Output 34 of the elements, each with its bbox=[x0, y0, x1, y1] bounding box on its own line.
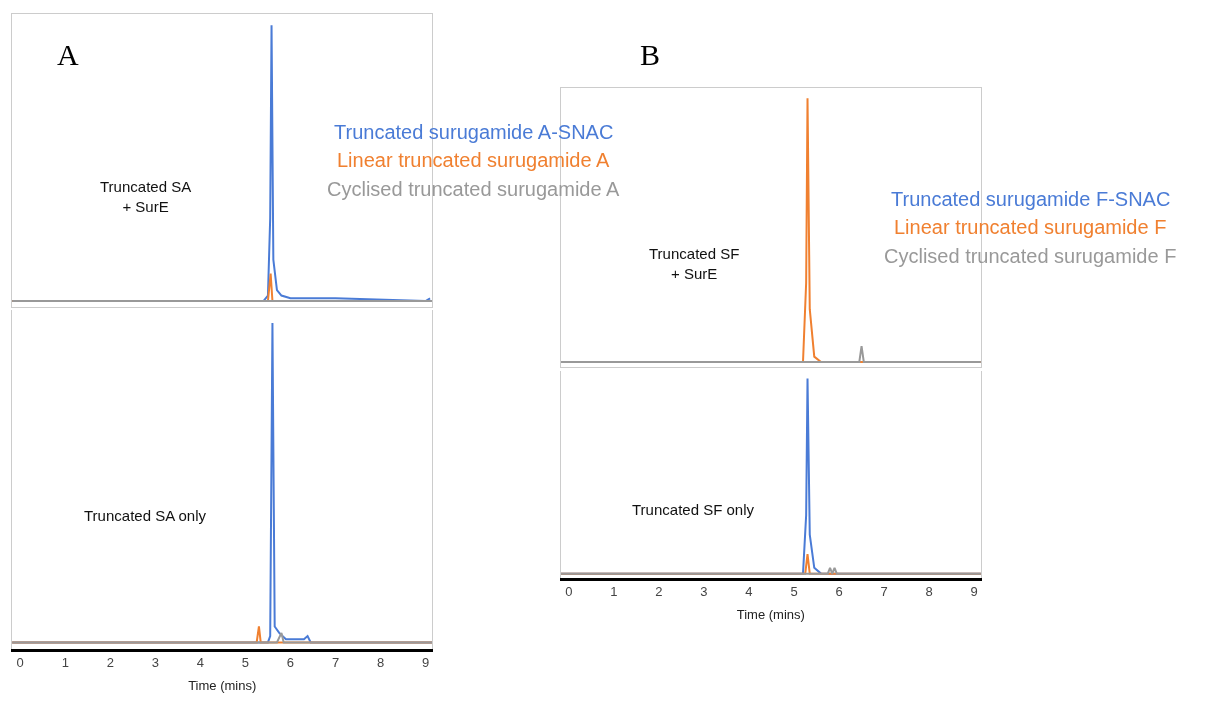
x-tick-label: 9 bbox=[970, 584, 978, 600]
legend-label: Truncated surugamide F-SNAC bbox=[891, 188, 1171, 210]
x-tick-label: 1 bbox=[610, 584, 618, 600]
x-tick-label: 4 bbox=[745, 584, 753, 600]
x-tick-label: 5 bbox=[241, 655, 250, 671]
x-tick-label: 1 bbox=[61, 655, 69, 671]
x-tick-label: 5 bbox=[790, 584, 798, 600]
x-tick-label: 6 bbox=[286, 655, 295, 671]
x-tick-label: 0 bbox=[565, 584, 573, 600]
x-axis-title: Time (mins) bbox=[736, 606, 805, 622]
x-tick-label: 0 bbox=[16, 655, 24, 671]
x-tick-label: 3 bbox=[700, 584, 708, 600]
annotation: A bbox=[57, 38, 79, 71]
x-tick-label: 8 bbox=[376, 655, 385, 671]
annotation: Truncated SA only bbox=[84, 507, 207, 524]
text: Cyclised truncated surugamide A bbox=[327, 178, 621, 200]
text: Linear truncated surugamide A bbox=[337, 149, 611, 171]
text: Linear truncated surugamide F bbox=[894, 216, 1167, 238]
annotation: Truncated SA + SurE bbox=[100, 178, 192, 215]
x-tick-label: 8 bbox=[925, 584, 933, 600]
text: Cyclised truncated surugamide F bbox=[884, 245, 1177, 267]
x-axis-title: Time (mins) bbox=[188, 678, 257, 694]
x-tick-label: 6 bbox=[835, 584, 843, 600]
x-tick-label: 4 bbox=[196, 655, 204, 671]
x-tick-label: 3 bbox=[151, 655, 159, 671]
annotation: Truncated SF + SurE bbox=[649, 245, 740, 282]
x-tick-label: 2 bbox=[655, 584, 663, 600]
x-tick-label: 2 bbox=[106, 655, 114, 671]
x-tick-label: 7 bbox=[331, 655, 340, 671]
text: Truncated surugamide A-SNAC bbox=[334, 121, 614, 143]
x-tick-label: 9 bbox=[421, 655, 430, 671]
text: B bbox=[640, 38, 661, 71]
annotation: Truncated SF only bbox=[632, 501, 755, 518]
x-tick-label: 7 bbox=[880, 584, 888, 600]
